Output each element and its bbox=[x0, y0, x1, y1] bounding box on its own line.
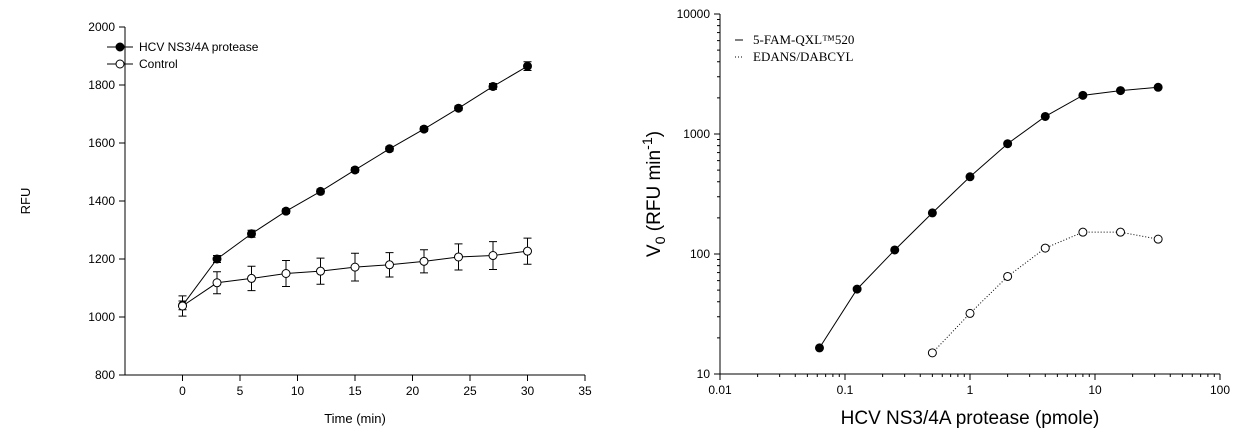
data-point bbox=[814, 343, 824, 353]
series-line bbox=[819, 86, 1159, 349]
data-point bbox=[316, 266, 325, 276]
x-tick-label: 0 bbox=[179, 384, 186, 398]
y-tick-label: 800 bbox=[95, 368, 115, 382]
data-point bbox=[1003, 139, 1013, 149]
data-point bbox=[350, 165, 360, 175]
y-tick-label: 100 bbox=[690, 247, 710, 261]
y-label-rest: (RFU min bbox=[644, 150, 665, 237]
data-point bbox=[247, 273, 256, 283]
data-point bbox=[927, 348, 937, 358]
x-tick-label: 10 bbox=[1088, 383, 1102, 397]
data-point bbox=[965, 308, 975, 318]
data-point bbox=[927, 208, 937, 218]
y-label-main: V bbox=[644, 244, 665, 257]
data-point bbox=[965, 172, 975, 182]
y-axis-label: V0 (RFU min-1) bbox=[640, 131, 669, 257]
data-point bbox=[1116, 86, 1126, 96]
data-point bbox=[488, 81, 498, 91]
data-point bbox=[385, 260, 394, 270]
data-point bbox=[454, 252, 463, 262]
x-tick-label: 0.1 bbox=[837, 383, 854, 397]
y-tick-label: 1200 bbox=[88, 252, 115, 266]
data-point bbox=[1078, 227, 1088, 237]
data-point bbox=[281, 206, 291, 216]
data-point bbox=[1040, 111, 1050, 121]
x-axis-label: HCV NS3/4A protease (pmole) bbox=[841, 408, 1100, 429]
x-tick-label: 10 bbox=[291, 384, 305, 398]
data-point bbox=[1153, 234, 1163, 244]
data-point bbox=[385, 144, 394, 154]
x-axis-label: Time (min) bbox=[324, 411, 386, 426]
legend-label: Control bbox=[139, 57, 178, 71]
data-point bbox=[890, 245, 900, 255]
data-point bbox=[350, 262, 360, 272]
data-point bbox=[419, 256, 429, 266]
data-point bbox=[1003, 271, 1013, 281]
data-point bbox=[419, 124, 429, 134]
y-label-sup: -1 bbox=[640, 137, 656, 150]
y-label-end: ) bbox=[644, 131, 665, 137]
data-point bbox=[212, 278, 222, 288]
data-point bbox=[1153, 82, 1163, 92]
y-axis-label: RFU bbox=[18, 188, 33, 215]
data-point bbox=[523, 246, 532, 256]
x-tick-label: 0.01 bbox=[708, 383, 732, 397]
legend-marker bbox=[115, 42, 125, 52]
legend-marker bbox=[115, 59, 125, 69]
data-point bbox=[212, 254, 222, 264]
y-tick-label: 1600 bbox=[88, 136, 115, 150]
y-tick-label: 1000 bbox=[683, 127, 710, 141]
y-tick-label: 10 bbox=[697, 367, 711, 381]
y-tick-label: 1000 bbox=[88, 310, 115, 324]
legend-label: 5-FAM-QXL™520 bbox=[753, 32, 854, 47]
y-label-sub: 0 bbox=[653, 236, 669, 244]
y-tick-label: 1400 bbox=[88, 194, 115, 208]
x-tick-label: 30 bbox=[521, 384, 535, 398]
x-tick-label: 15 bbox=[348, 384, 362, 398]
data-point bbox=[281, 269, 291, 278]
y-tick-label: 10000 bbox=[677, 7, 711, 21]
x-tick-label: 100 bbox=[1210, 383, 1230, 397]
x-tick-label: 35 bbox=[578, 384, 592, 398]
data-point bbox=[523, 61, 532, 71]
legend-label: HCV NS3/4A protease bbox=[139, 40, 259, 54]
x-tick-label: 20 bbox=[406, 384, 420, 398]
data-point bbox=[178, 301, 187, 311]
y-tick-label: 2000 bbox=[88, 20, 115, 34]
data-point bbox=[852, 284, 862, 294]
x-tick-label: 1 bbox=[967, 383, 974, 397]
x-tick-label: 25 bbox=[463, 384, 477, 398]
y-tick-label: 1800 bbox=[88, 78, 115, 92]
data-point bbox=[488, 251, 498, 261]
legend-label: EDANS/DABCYL bbox=[753, 49, 853, 64]
data-point bbox=[1116, 227, 1126, 237]
data-point bbox=[316, 186, 325, 196]
x-tick-label: 5 bbox=[237, 384, 244, 398]
data-point bbox=[454, 103, 463, 113]
data-point bbox=[1040, 243, 1050, 253]
data-point bbox=[247, 229, 256, 239]
data-point bbox=[1078, 90, 1088, 100]
